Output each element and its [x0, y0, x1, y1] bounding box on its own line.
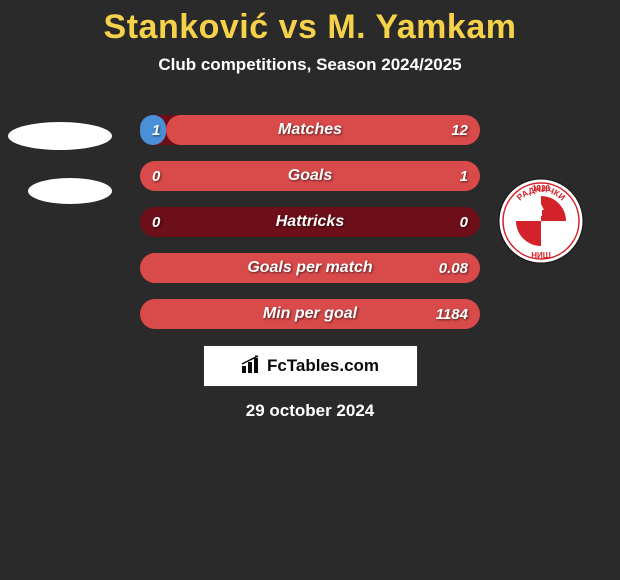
stat-value-right: 1 — [460, 168, 468, 185]
stat-label: Min per goal — [140, 305, 480, 323]
logo-text: FcTables.com — [267, 356, 379, 376]
stat-label: Hattricks — [140, 213, 480, 231]
stat-value-left: 0 — [152, 214, 160, 231]
fctables-logo: FcTables.com — [203, 345, 418, 387]
stat-row: Matches1 12 — [140, 115, 480, 145]
page-title: Stanković vs M. Yamkam — [0, 0, 620, 47]
stat-value-left: 0 — [152, 168, 160, 185]
stat-row: Goals per match0.08 — [140, 253, 480, 283]
stat-value-left: 1 — [152, 122, 160, 139]
stat-value-right: 1184 — [436, 306, 468, 323]
stat-row: Hattricks0 0 — [140, 207, 480, 237]
stat-value-right: 0 — [460, 214, 468, 231]
date-label: 29 october 2024 — [0, 401, 620, 421]
stat-row: Goals0 1 — [140, 161, 480, 191]
page-subtitle: Club competitions, Season 2024/2025 — [0, 55, 620, 75]
stat-label: Matches — [140, 121, 480, 139]
stats-area: Matches112Goals01Hattricks00Goals per ma… — [0, 115, 620, 329]
stat-value-right: 12 — [451, 122, 468, 139]
chart-bars-icon — [241, 354, 263, 379]
comparison-card: Stanković vs M. Yamkam Club competitions… — [0, 0, 620, 580]
stat-value-right: 0.08 — [439, 260, 468, 277]
stat-label: Goals — [140, 167, 480, 185]
stat-label: Goals per match — [140, 259, 480, 277]
stat-row: Min per goal1184 — [140, 299, 480, 329]
